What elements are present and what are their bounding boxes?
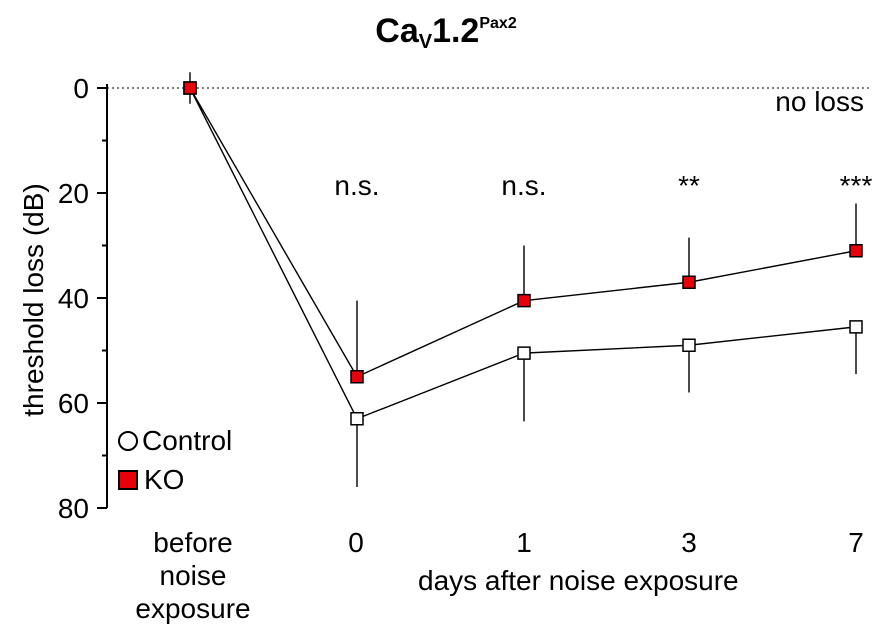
legend-filled-square-icon — [118, 470, 138, 490]
reference-line-label: no loss — [775, 86, 864, 117]
x-tick-label-day-1: 1 — [516, 527, 532, 558]
legend-item-control: Control — [118, 425, 232, 457]
series-line-control — [189, 87, 857, 420]
data-point-ko — [183, 81, 197, 95]
legend-open-circle-icon — [118, 431, 138, 451]
x-axis-label: days after noise exposure — [418, 565, 739, 596]
x-tick-label-day-3: 3 — [681, 527, 697, 558]
data-point-control — [517, 346, 531, 360]
data-point-control — [350, 412, 364, 426]
y-axis-label: threshold loss (dB) — [18, 183, 49, 417]
data-point-ko — [517, 293, 531, 308]
data-point-control — [849, 320, 863, 334]
data-point-ko — [849, 244, 863, 258]
x-tick-label-day-0: 0 — [348, 527, 364, 558]
significance-label-day-1: n.s. — [501, 170, 547, 201]
significance-label-day-0: n.s. — [334, 170, 380, 201]
series-line-ko — [189, 87, 857, 378]
y-tick-label: 0 — [73, 73, 89, 104]
legend-item-ko: KO — [118, 464, 184, 496]
legend-label-ko: KO — [144, 464, 185, 495]
data-point-ko — [682, 275, 696, 289]
y-tick-label: 40 — [58, 283, 89, 314]
x-tick-label-day-7: 7 — [848, 527, 864, 558]
legend-label-control: Control — [142, 425, 233, 456]
data-point-control — [682, 338, 696, 352]
data-point-ko — [350, 370, 364, 384]
y-tick-label: 20 — [58, 178, 89, 209]
x-tick-label-before: before noise exposure — [135, 527, 251, 624]
y-tick-label: 80 — [58, 493, 89, 524]
significance-label-day-7: *** — [839, 170, 873, 201]
significance-label-day-3: ** — [678, 170, 700, 201]
y-tick-label: 60 — [58, 388, 89, 419]
chart-title: CaV1.2Pax2 — [375, 12, 517, 53]
